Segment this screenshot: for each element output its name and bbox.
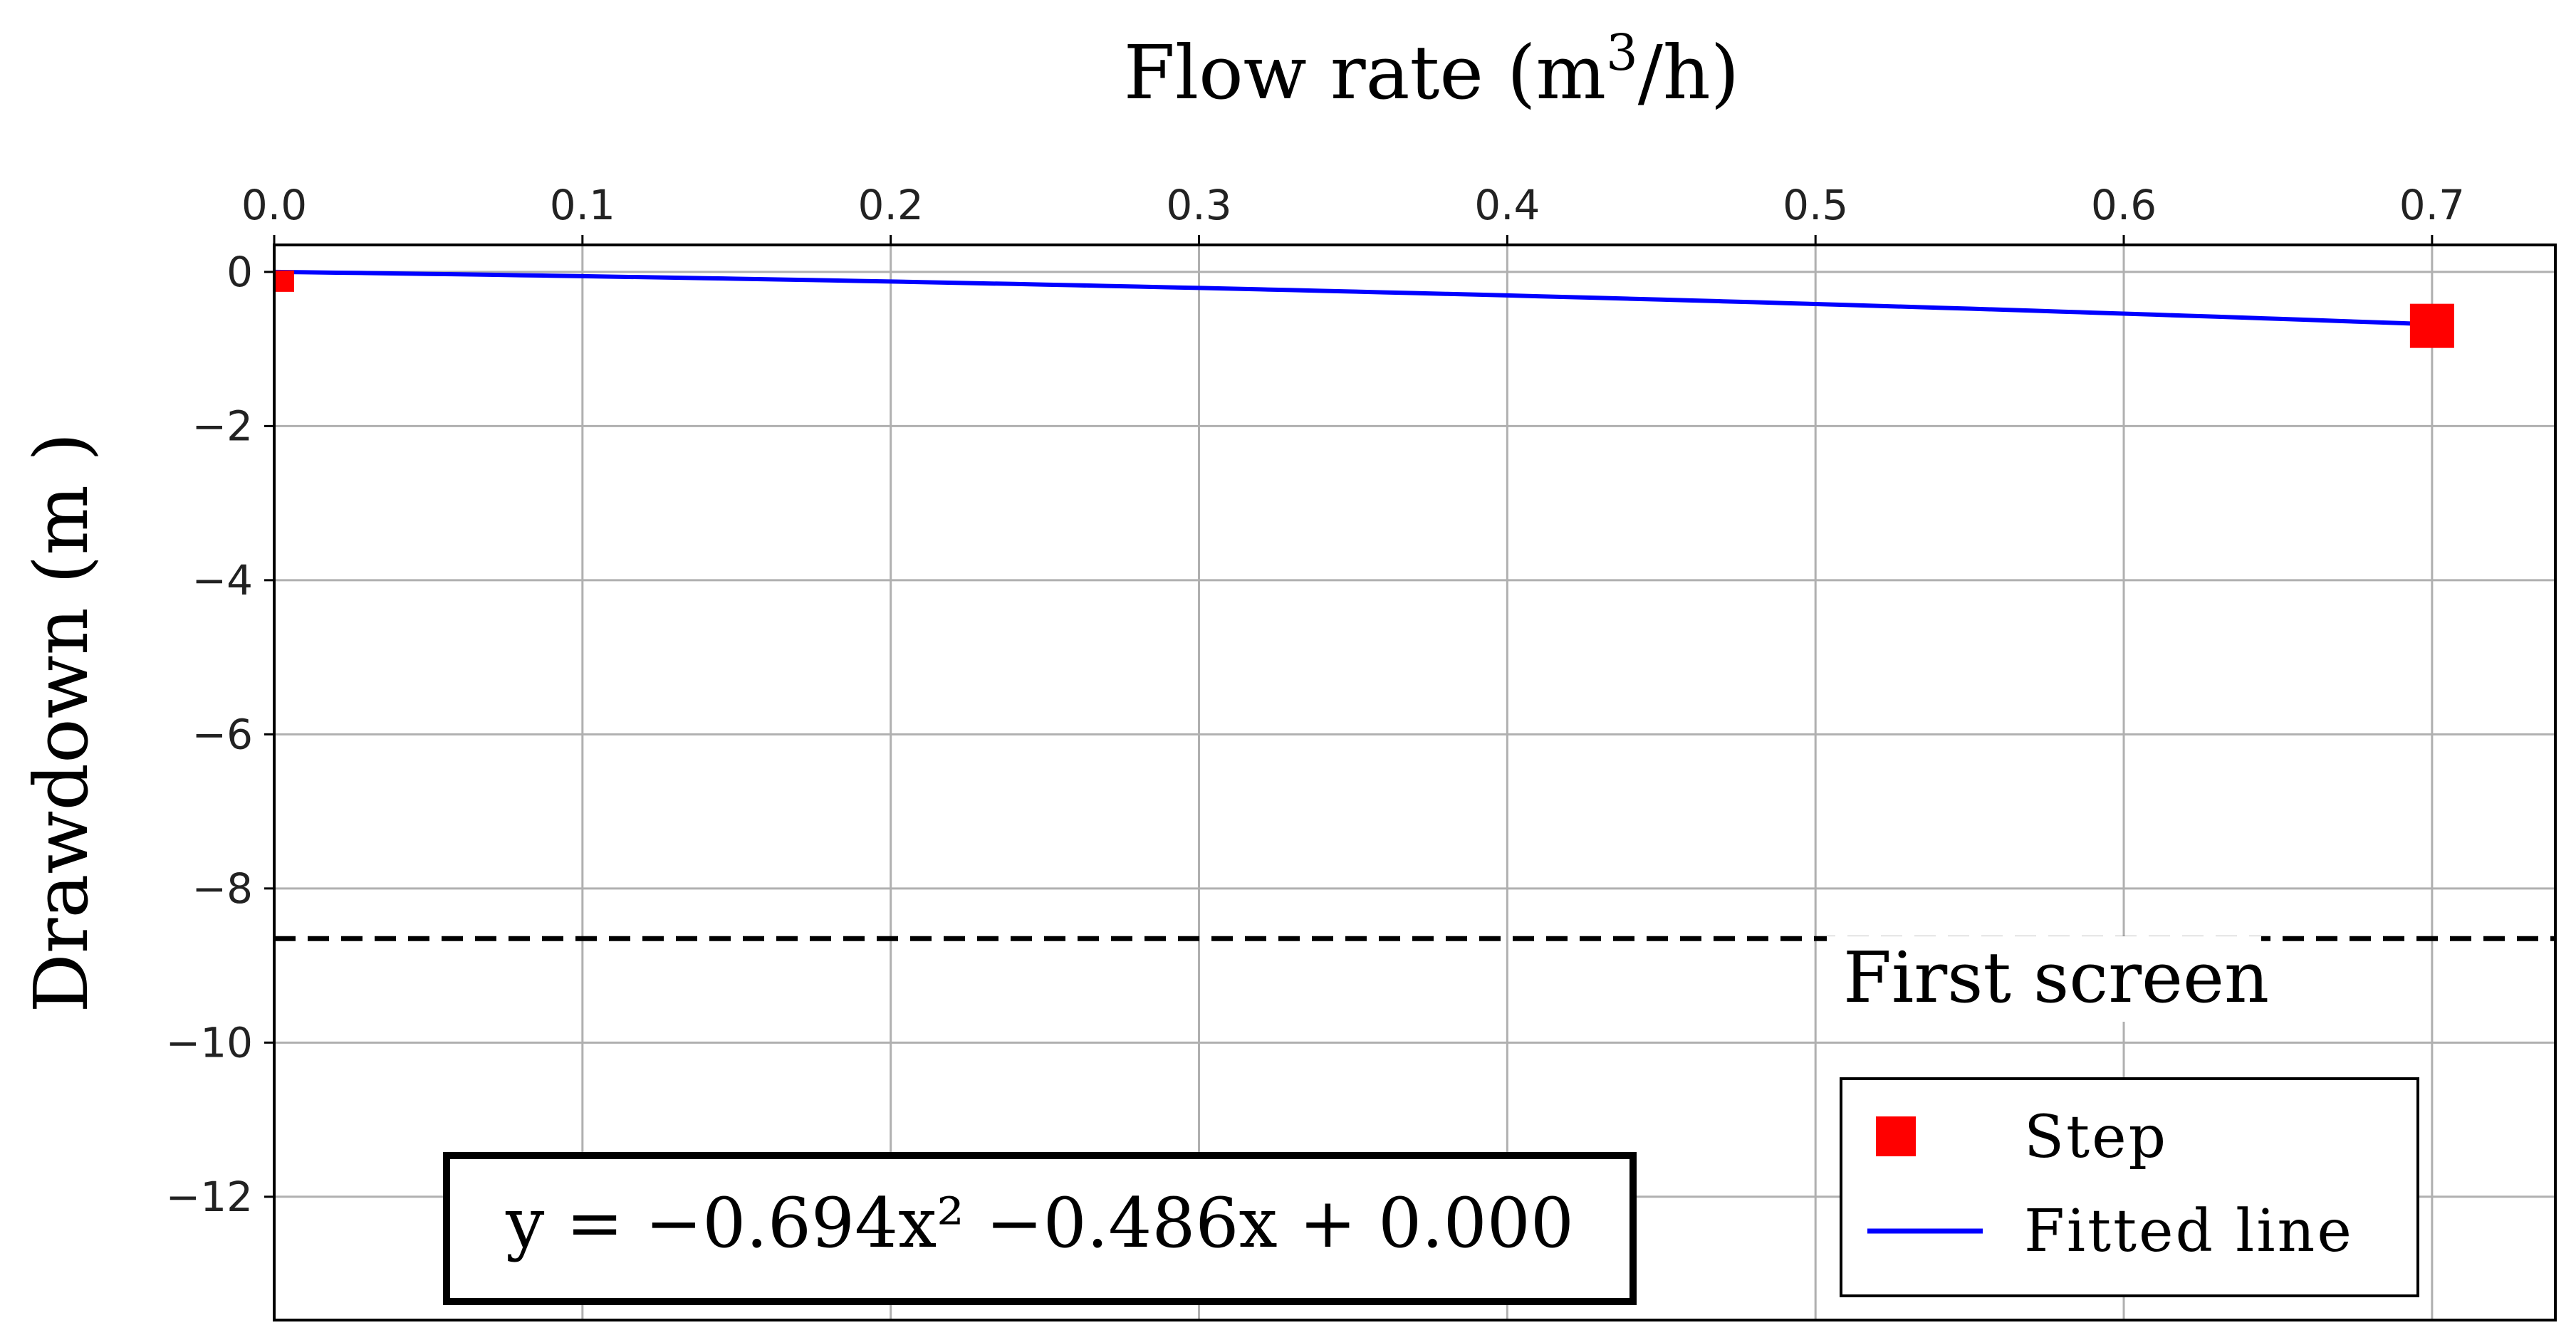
first-screen-label: First screen — [1843, 938, 2269, 1019]
x-tick-label: 0.6 — [2091, 181, 2157, 229]
y-tick-label: −12 — [166, 1173, 253, 1221]
x-tick-label: 0.5 — [1783, 181, 1848, 229]
x-axis-title-superscript: 3 — [1606, 23, 1638, 82]
legend: Step Fitted line — [1840, 1077, 2419, 1297]
x-tick-label: 0.1 — [550, 181, 615, 229]
legend-fitted-line-label: Fitted line — [2024, 1198, 2354, 1265]
x-tick-label: 0.0 — [241, 181, 307, 229]
y-tick-label: −10 — [166, 1018, 253, 1067]
equation-box: y = −0.694x² −0.486x + 0.000 — [443, 1152, 1637, 1305]
y-axis-title: Drawdown (m ) — [18, 432, 105, 1012]
fitted-line-series — [273, 269, 2433, 327]
x-tick-label: 0.7 — [2399, 181, 2465, 229]
y-tick-label: −6 — [192, 710, 254, 758]
y-tick-label: −2 — [192, 402, 254, 450]
legend-step-label: Step — [2024, 1104, 2168, 1171]
equation-box-frame — [443, 1152, 1637, 1305]
y-tick-label: −4 — [192, 556, 254, 604]
legend-frame — [1840, 1077, 2419, 1297]
y-tick-label: 0 — [226, 248, 253, 296]
y-ticks: 0 −2 −4 −6 −8 −10 −12 — [166, 248, 274, 1221]
step-point — [2409, 303, 2454, 348]
step-point — [272, 270, 294, 292]
x-ticks: 0.0 0.1 0.2 0.3 0.4 0.5 0.6 0.7 — [241, 181, 2465, 245]
equation-label: y = −0.694x² −0.486x + 0.000 — [505, 1183, 1574, 1263]
fitted-line — [273, 269, 2433, 327]
y-tick-label: −8 — [192, 864, 254, 913]
x-tick-label: 0.3 — [1166, 181, 1231, 229]
x-axis-title: Flow rate (m3/h) — [1124, 23, 1740, 116]
x-tick-label: 0.4 — [1474, 181, 1540, 229]
x-axis-title-tail: /h) — [1638, 29, 1740, 116]
plot-frame — [273, 244, 2557, 1321]
legend-step-marker — [1876, 1116, 1916, 1156]
first-screen-label-background — [1827, 936, 2261, 1022]
step-points-series — [272, 270, 2454, 348]
x-tick-label: 0.2 — [858, 181, 924, 229]
x-axis-title-main: Flow rate (m — [1124, 29, 1606, 116]
